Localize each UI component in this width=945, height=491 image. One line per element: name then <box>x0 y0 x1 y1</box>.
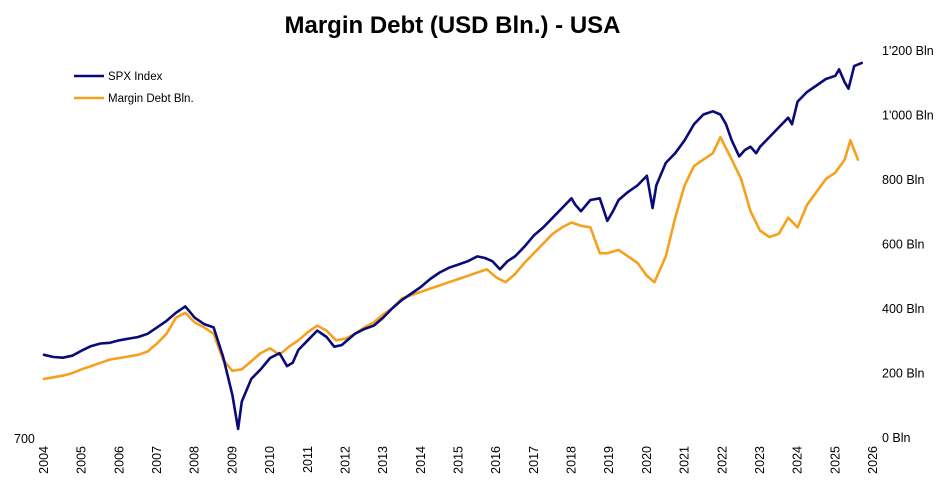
x-tick-label: 2009 <box>225 446 239 474</box>
x-tick-label: 2006 <box>112 446 126 474</box>
y-axis-left: 700 <box>14 432 35 446</box>
x-tick-label: 2026 <box>866 446 880 474</box>
y-right-tick-label: 1'000 Bln <box>882 109 934 123</box>
x-tick-label: 2022 <box>715 446 729 474</box>
x-tick-label: 2017 <box>527 446 541 474</box>
x-axis: 2004 2005 2006 2007 2008 2009 2010 2011 2012 2013… <box>37 446 880 474</box>
series-lines <box>42 61 863 431</box>
x-tick-label: 2023 <box>753 446 767 474</box>
x-tick-label: 2025 <box>828 446 842 474</box>
x-tick-label: 2016 <box>489 446 503 474</box>
x-tick-label: 2020 <box>640 446 654 474</box>
x-tick-label: 2013 <box>376 446 390 474</box>
legend-label-margin-debt: Margin Debt Bln. <box>108 93 194 105</box>
y-right-tick-label: 400 Bln <box>882 302 924 316</box>
y-right-tick-label: 800 Bln <box>882 173 924 187</box>
x-tick-label: 2015 <box>452 446 466 474</box>
x-tick-label: 2004 <box>37 446 51 474</box>
x-tick-label: 2008 <box>188 446 202 474</box>
x-tick-label: 2019 <box>602 446 616 474</box>
x-tick-label: 2012 <box>339 446 353 474</box>
y-right-tick-label: 1'200 Bln <box>882 44 934 58</box>
x-tick-label: 2018 <box>565 446 579 474</box>
legend-label-spx: SPX Index <box>108 71 163 83</box>
legend: SPX Index Margin Debt Bln. <box>74 71 194 105</box>
x-tick-label: 2007 <box>150 446 164 474</box>
y-right-tick-label: 0 Bln <box>882 431 911 445</box>
chart-title: Margin Debt (USD Bln.) - USA <box>284 12 621 39</box>
x-tick-label: 2024 <box>791 446 805 474</box>
x-tick-label: 2010 <box>263 446 277 474</box>
x-tick-label: 2014 <box>414 446 428 474</box>
y-left-tick-label: 700 <box>14 432 35 446</box>
x-tick-label: 2021 <box>678 446 692 474</box>
x-tick-label: 2005 <box>75 446 89 474</box>
y-right-tick-label: 200 Bln <box>882 367 924 381</box>
y-axis-right: 0 Bln 200 Bln 400 Bln 600 Bln 800 Bln 1'000 B… <box>882 44 934 445</box>
x-tick-label: 2011 <box>301 446 315 473</box>
y-right-tick-label: 600 Bln <box>882 238 924 252</box>
spx-index-line <box>42 61 863 431</box>
margin-debt-line <box>42 135 860 381</box>
